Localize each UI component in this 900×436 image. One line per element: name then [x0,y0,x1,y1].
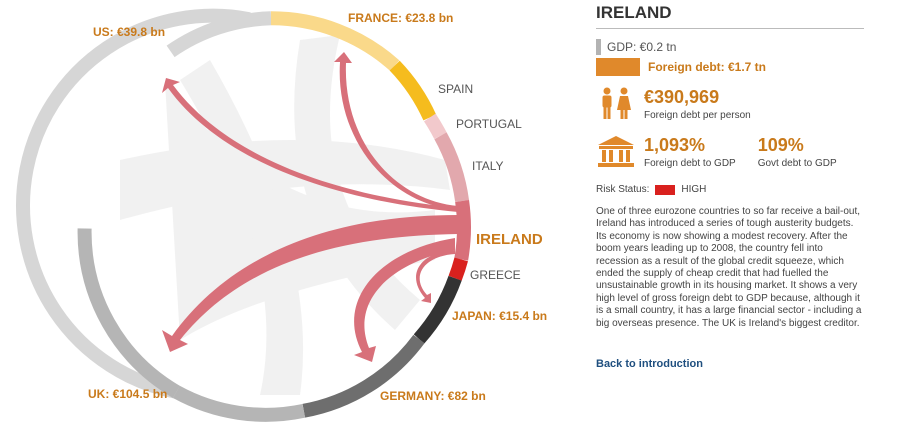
arc-spain[interactable] [389,60,437,121]
arc-uk-2[interactable] [77,228,180,398]
foreign-debt-gdp-value: 1,093% [644,135,706,155]
flow-to-uk[interactable] [162,215,458,352]
arc-greece[interactable] [448,257,468,281]
arc-us[interactable] [166,11,272,58]
country-info-panel: IRELAND GDP: €0.2 tn Foreign debt: €1.7 … [596,0,864,436]
ring-segments [16,8,471,422]
flow-to-germany[interactable] [354,238,455,362]
arc-portugal[interactable] [423,113,447,140]
segment-labels: US: €39.8 bn FRANCE: €23.8 bn SPAIN PORT… [88,11,547,403]
arc-france[interactable] [270,11,400,71]
arc-japan[interactable] [413,275,462,344]
govt-debt-gdp-value: 109% [757,135,804,155]
label-spain: SPAIN [438,82,473,96]
people-icon [602,87,631,119]
label-japan: JAPAN: €15.4 bn [452,309,547,323]
govt-debt-gdp-label: Govt debt to GDP [757,158,837,169]
country-description: One of three eurozone countries to so fa… [596,206,862,329]
debt-chord-diagram: US: €39.8 bn FRANCE: €23.8 bn SPAIN PORT… [16,8,547,422]
arc-germany[interactable] [302,334,425,418]
back-to-introduction-link[interactable]: Back to introduction [596,358,703,370]
foreign-debt-row: Foreign debt: €1.7 tn [596,58,766,76]
label-greece: GREECE [470,268,521,282]
label-us: US: €39.8 bn [93,25,165,39]
label-germany: GERMANY: €82 bn [380,389,486,403]
gdp-bar [596,39,601,55]
bank-icon [598,136,634,167]
arc-italy[interactable] [434,132,470,203]
label-ireland: IRELAND [476,231,543,248]
foreign-debt-bar [596,58,640,76]
gdp-ratio-row: 1,093% Foreign debt to GDP 109% Govt deb… [596,134,837,169]
country-title: IRELAND [596,3,864,29]
per-person-value: €390,969 [644,87,720,107]
gdp-value: GDP: €0.2 tn [607,40,677,54]
background-ribbons [120,35,450,395]
label-italy: ITALY [472,159,504,173]
ireland-flows [162,52,458,362]
arc-uk[interactable] [173,385,306,422]
per-person-label: Foreign debt per person [644,110,751,121]
risk-status-label: Risk Status: [596,184,650,195]
gdp-row: GDP: €0.2 tn [596,39,677,55]
risk-swatch [655,184,676,195]
per-person-row: €390,969 Foreign debt per person [596,86,751,121]
foreign-debt-gdp-label: Foreign debt to GDP [644,158,736,169]
label-uk: UK: €104.5 bn [88,387,167,401]
foreign-debt-value: Foreign debt: €1.7 tn [648,60,767,74]
risk-status-row: Risk Status: HIGH [596,184,706,195]
flow-to-greece[interactable] [416,250,455,303]
label-portugal: PORTUGAL [456,117,522,131]
label-france: FRANCE: €23.8 bn [348,11,453,25]
arc-us-2[interactable] [16,8,251,399]
arc-ireland[interactable] [454,200,471,261]
risk-status-value: HIGH [681,184,707,195]
